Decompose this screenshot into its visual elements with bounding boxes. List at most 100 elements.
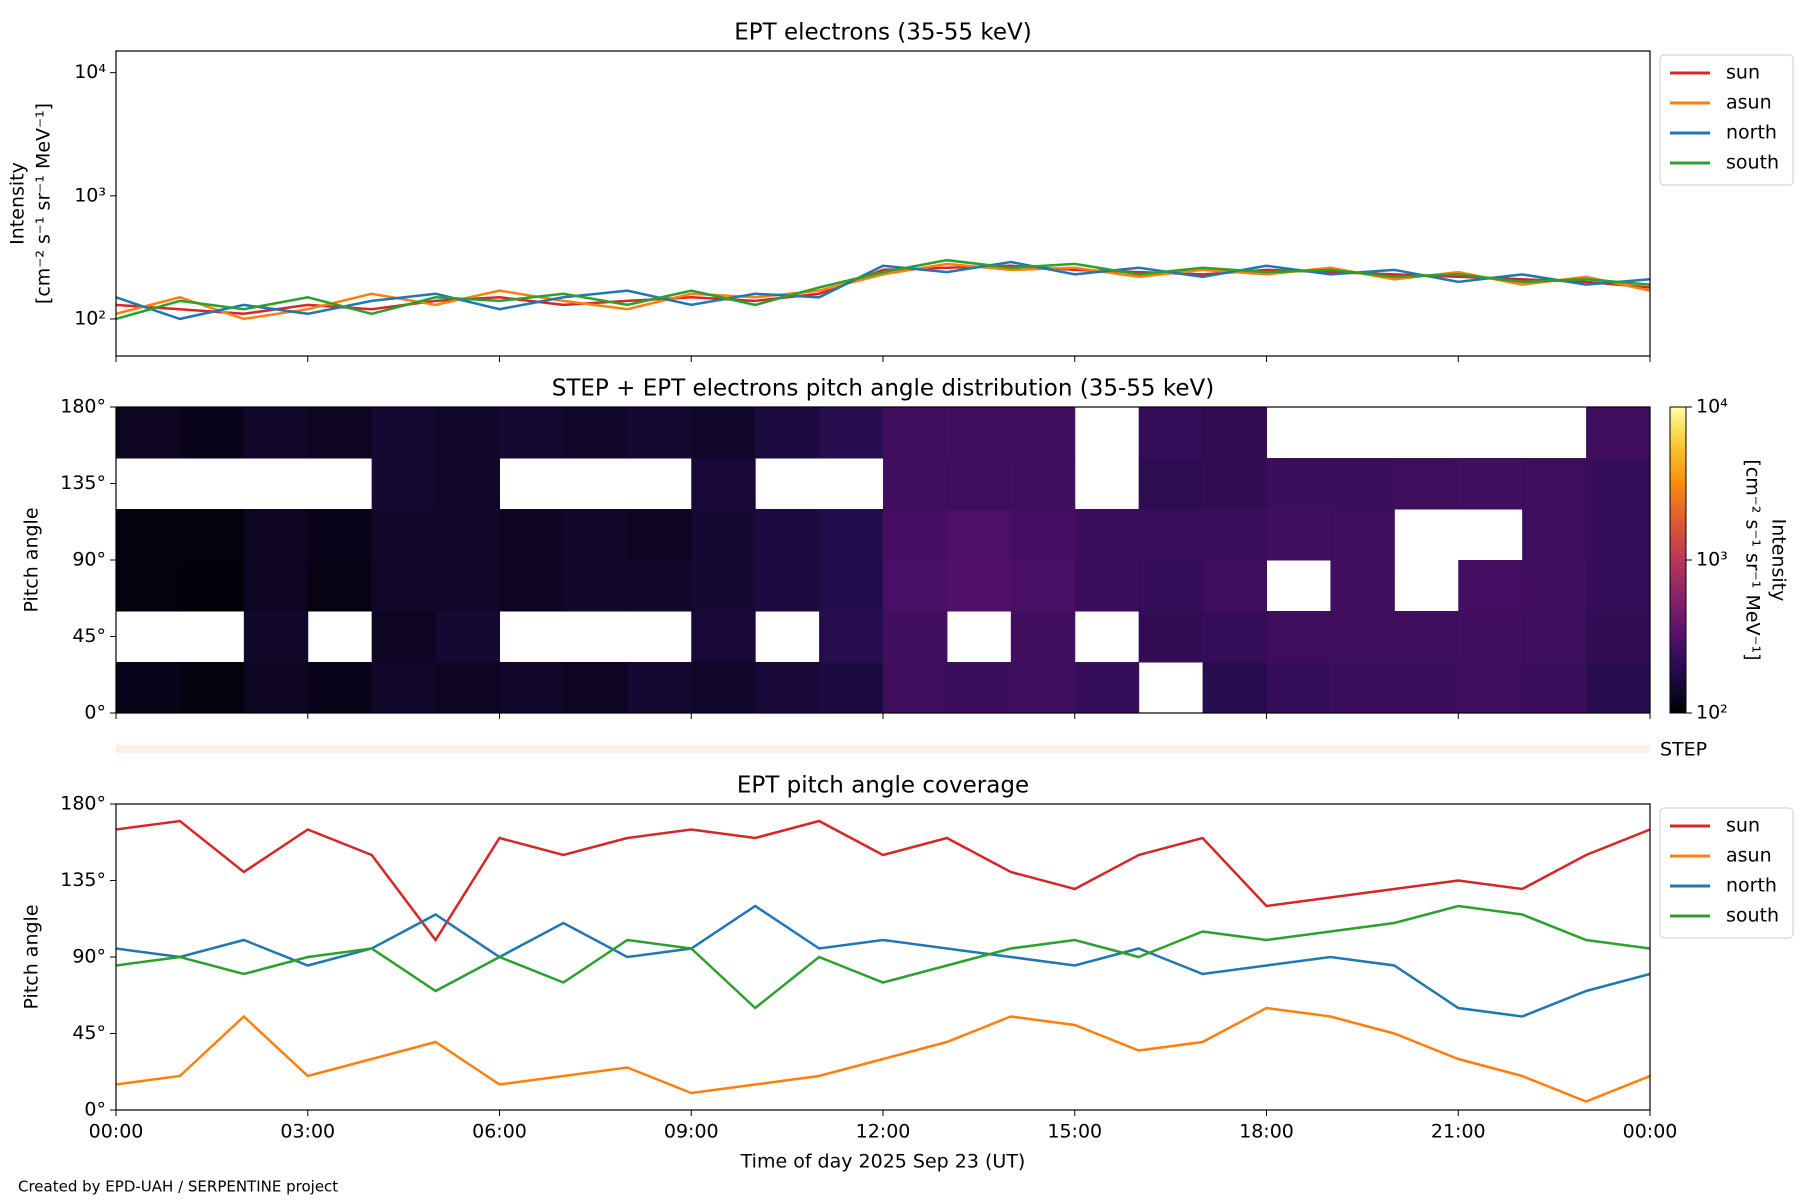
heat-cell bbox=[435, 458, 500, 510]
series-line bbox=[116, 904, 1650, 1010]
heat-cell bbox=[1586, 662, 1650, 713]
heat-cell bbox=[1010, 407, 1076, 459]
heat-cell bbox=[691, 560, 756, 612]
footer: Created by EPD-UAH / SERPENTINE project bbox=[18, 1178, 338, 1196]
heat-cell bbox=[563, 662, 628, 713]
heat-cell bbox=[563, 560, 628, 612]
heat-cell bbox=[371, 611, 437, 663]
heat-cell bbox=[1202, 662, 1267, 713]
legend-label: south bbox=[1726, 905, 1779, 927]
heat-cell bbox=[1266, 662, 1331, 713]
heat-cell bbox=[1202, 458, 1267, 510]
heat-cell bbox=[435, 662, 500, 713]
heat-cell bbox=[1586, 407, 1650, 459]
heat-cell bbox=[307, 407, 373, 459]
heat-cell bbox=[243, 662, 309, 713]
heat-cell bbox=[1458, 662, 1523, 713]
heat-cell bbox=[883, 662, 948, 713]
x-tick-label: 03:00 bbox=[280, 1121, 335, 1143]
heat-cell bbox=[819, 611, 884, 663]
heat-cell bbox=[1458, 611, 1523, 663]
heat-cell bbox=[691, 509, 756, 561]
legend-box bbox=[1659, 807, 1794, 939]
heat-cell bbox=[946, 509, 1012, 561]
colorbar-tick-label: 10² bbox=[1696, 702, 1728, 724]
chart-title: EPT pitch angle coverage bbox=[737, 773, 1029, 799]
heat-cell bbox=[1586, 509, 1650, 561]
plot-area bbox=[116, 258, 1650, 321]
x-tick-label: 00:00 bbox=[89, 1121, 144, 1143]
legend-label: south bbox=[1726, 152, 1779, 174]
heat-cell bbox=[1522, 662, 1587, 713]
heat-cell bbox=[307, 662, 373, 713]
heat-cell bbox=[499, 662, 564, 713]
heat-cell bbox=[371, 458, 437, 510]
heat-cell bbox=[1522, 560, 1587, 612]
heat-cell bbox=[627, 407, 692, 459]
y-tick-label: 180° bbox=[60, 793, 106, 815]
heat-cell bbox=[1586, 458, 1650, 510]
heat-cell bbox=[1202, 407, 1267, 459]
y-axis-label: Intensity bbox=[7, 162, 29, 245]
legend-label: sun bbox=[1726, 815, 1760, 837]
heat-cell bbox=[1138, 611, 1204, 663]
heat-cell bbox=[435, 509, 500, 561]
heat-cell bbox=[499, 560, 564, 612]
heat-cell bbox=[883, 407, 948, 459]
series-line bbox=[116, 260, 1650, 321]
y-tick-label: 135° bbox=[60, 869, 106, 891]
x-tick-label: 09:00 bbox=[664, 1121, 719, 1143]
plot-area bbox=[116, 819, 1650, 1103]
y-axis-label: [cm⁻² s⁻¹ sr⁻¹ MeV⁻¹] bbox=[33, 103, 55, 304]
y-tick-label: 10² bbox=[74, 307, 106, 329]
heat-cell bbox=[1330, 458, 1395, 510]
heat-cell bbox=[307, 560, 373, 612]
legend-label: asun bbox=[1726, 845, 1772, 867]
heat-cell bbox=[435, 407, 500, 459]
x-axis-label: Time of day 2025 Sep 23 (UT) bbox=[740, 1151, 1026, 1173]
series-line bbox=[116, 264, 1650, 316]
heat-cell bbox=[1394, 458, 1459, 510]
heat-cell bbox=[1330, 509, 1395, 561]
heat-cell bbox=[1394, 611, 1459, 663]
y-tick-label: 90° bbox=[72, 946, 106, 968]
legend-label: sun bbox=[1726, 62, 1760, 84]
heat-cell bbox=[116, 560, 181, 612]
step-label: STEP bbox=[1660, 739, 1707, 761]
heat-cell bbox=[1522, 458, 1587, 510]
series-line bbox=[116, 819, 1650, 943]
series-line bbox=[116, 262, 1650, 321]
chart-title: EPT electrons (35-55 keV) bbox=[734, 20, 1031, 46]
legend-label: north bbox=[1726, 122, 1777, 144]
heat-cell bbox=[946, 560, 1012, 612]
heat-cell bbox=[883, 509, 948, 561]
x-tick-label: 12:00 bbox=[856, 1121, 911, 1143]
heat-cell bbox=[1586, 560, 1650, 612]
heat-cell bbox=[883, 458, 948, 510]
colorbar bbox=[1669, 406, 1687, 714]
heat-cell bbox=[243, 560, 309, 612]
marks bbox=[116, 407, 1650, 713]
x-tick-label: 18:00 bbox=[1239, 1121, 1294, 1143]
heat-cell bbox=[499, 407, 564, 459]
y-tick-label: 180° bbox=[60, 396, 106, 418]
heat-cell bbox=[819, 407, 884, 459]
legend-box bbox=[1659, 54, 1794, 186]
heat-cell bbox=[179, 407, 245, 459]
heat-cell bbox=[563, 407, 628, 459]
heat-cell bbox=[371, 560, 437, 612]
heat-cell bbox=[1138, 407, 1204, 459]
heat-cell bbox=[1010, 662, 1076, 713]
heat-cell bbox=[1266, 458, 1331, 510]
colorbar-label: [cm⁻² s⁻¹ sr⁻¹ MeV⁻¹] bbox=[1742, 459, 1764, 660]
heat-cell bbox=[371, 662, 437, 713]
y-tick-label: 0° bbox=[84, 702, 106, 724]
heat-cell bbox=[691, 458, 756, 510]
y-tick-label: 135° bbox=[60, 472, 106, 494]
heat-cell bbox=[1266, 509, 1331, 561]
y-tick-label: 45° bbox=[72, 1022, 106, 1044]
marks bbox=[116, 819, 1650, 1103]
heat-cell bbox=[691, 611, 756, 663]
heat-cell bbox=[819, 560, 884, 612]
